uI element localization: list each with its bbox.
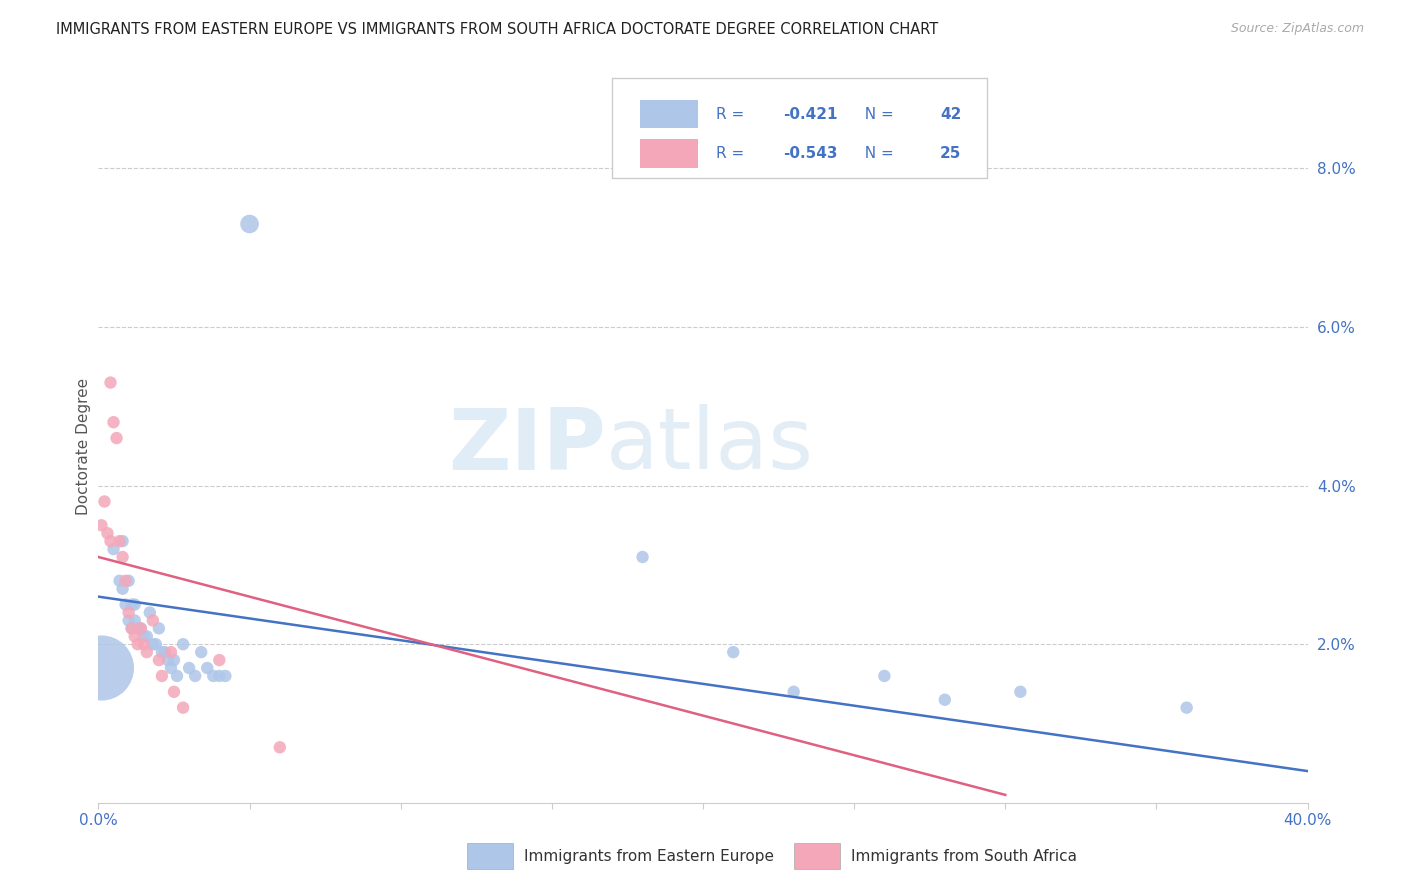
Point — [108, 574, 131, 588]
Point — [118, 574, 141, 588]
FancyBboxPatch shape — [467, 844, 513, 869]
Point — [111, 582, 134, 596]
FancyBboxPatch shape — [793, 844, 839, 869]
Text: 25: 25 — [941, 146, 962, 161]
Text: 42: 42 — [941, 107, 962, 121]
Point — [934, 692, 956, 706]
Point — [100, 376, 122, 390]
Point — [103, 415, 125, 429]
Point — [239, 217, 262, 231]
Point — [103, 542, 125, 557]
Point — [208, 653, 231, 667]
Point — [783, 685, 806, 699]
Text: -0.543: -0.543 — [783, 146, 838, 161]
Point — [195, 661, 218, 675]
Point — [172, 637, 194, 651]
Point — [124, 598, 146, 612]
FancyBboxPatch shape — [640, 100, 699, 128]
Point — [1010, 685, 1032, 699]
Point — [160, 661, 183, 675]
Text: -0.421: -0.421 — [783, 107, 838, 121]
Point — [163, 653, 186, 667]
Point — [108, 534, 131, 549]
Point — [129, 621, 152, 635]
Point — [121, 621, 143, 635]
Point — [142, 637, 165, 651]
Point — [631, 549, 654, 564]
Point — [723, 645, 745, 659]
Point — [148, 621, 170, 635]
Point — [202, 669, 225, 683]
Point — [139, 606, 162, 620]
Point — [118, 614, 141, 628]
Point — [150, 645, 173, 659]
Point — [121, 598, 143, 612]
Point — [127, 637, 149, 651]
FancyBboxPatch shape — [613, 78, 987, 178]
Point — [124, 614, 146, 628]
Text: N =: N = — [855, 107, 898, 121]
Point — [190, 645, 212, 659]
Text: R =: R = — [716, 107, 749, 121]
FancyBboxPatch shape — [640, 139, 699, 168]
Point — [100, 534, 122, 549]
Point — [111, 534, 134, 549]
Text: Immigrants from South Africa: Immigrants from South Africa — [851, 849, 1077, 863]
Point — [179, 661, 201, 675]
Point — [142, 614, 165, 628]
Point — [96, 526, 118, 541]
Point — [153, 645, 176, 659]
Point — [90, 661, 112, 675]
Point — [127, 621, 149, 635]
Y-axis label: Doctorate Degree: Doctorate Degree — [76, 377, 91, 515]
Point — [160, 645, 183, 659]
Text: N =: N = — [855, 146, 898, 161]
Text: IMMIGRANTS FROM EASTERN EUROPE VS IMMIGRANTS FROM SOUTH AFRICA DOCTORATE DEGREE : IMMIGRANTS FROM EASTERN EUROPE VS IMMIGR… — [56, 22, 938, 37]
Text: Immigrants from Eastern Europe: Immigrants from Eastern Europe — [524, 849, 775, 863]
Point — [105, 431, 128, 445]
Point — [172, 700, 194, 714]
Point — [1175, 700, 1198, 714]
Point — [118, 606, 141, 620]
Point — [166, 669, 188, 683]
Point — [114, 598, 136, 612]
Point — [93, 494, 115, 508]
Text: ZIP: ZIP — [449, 404, 606, 488]
Text: atlas: atlas — [606, 404, 814, 488]
Point — [214, 669, 236, 683]
Point — [129, 621, 152, 635]
Point — [114, 574, 136, 588]
Text: Source: ZipAtlas.com: Source: ZipAtlas.com — [1230, 22, 1364, 36]
Point — [184, 669, 207, 683]
Point — [163, 685, 186, 699]
Point — [145, 637, 167, 651]
Point — [135, 629, 157, 643]
Point — [156, 653, 179, 667]
Point — [111, 549, 134, 564]
Point — [873, 669, 896, 683]
Point — [90, 518, 112, 533]
Point — [150, 669, 173, 683]
Point — [135, 645, 157, 659]
Point — [132, 629, 155, 643]
Point — [132, 637, 155, 651]
Point — [148, 653, 170, 667]
Point — [269, 740, 291, 755]
Text: R =: R = — [716, 146, 749, 161]
Point — [208, 669, 231, 683]
Point — [124, 629, 146, 643]
Point — [121, 621, 143, 635]
